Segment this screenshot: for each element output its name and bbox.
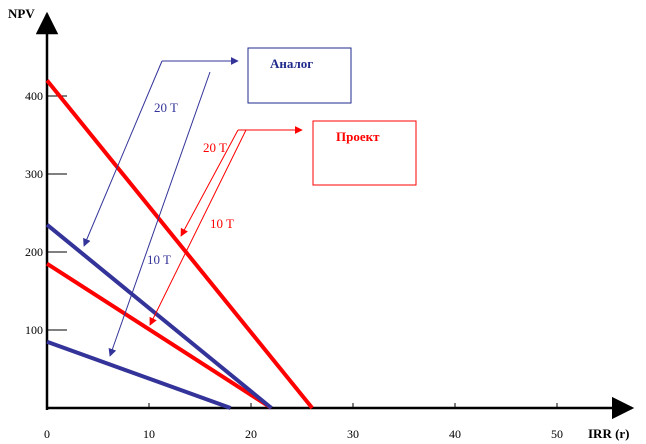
x-tick-label: 20 [245, 427, 257, 441]
y-tick-label: 200 [25, 245, 43, 259]
x-tick-label: 10 [143, 427, 155, 441]
x-axis-title: IRR (r) [588, 426, 630, 441]
annotation-project-10t: 10 T [210, 216, 234, 231]
y-tick-label: 400 [25, 89, 43, 103]
project-10t-arrow [149, 129, 247, 326]
analog-connectors [83, 57, 239, 357]
project-20t-arrow [180, 129, 239, 237]
legend-label-project: Проект [336, 129, 380, 144]
x-tick-label: 30 [347, 427, 359, 441]
y-tick-label: 100 [25, 323, 43, 337]
analog-20t-arrow [83, 60, 163, 247]
x-tick-label: 50 [551, 427, 563, 441]
legend-label-analog: Аналог [270, 56, 313, 71]
x-tick-label: 0 [44, 427, 50, 441]
series-lines [45, 79, 314, 410]
x-tick-label: 40 [449, 427, 461, 441]
y-tick-label: 300 [25, 167, 43, 181]
analog-10t-arrow [108, 71, 211, 357]
legend-box-project [312, 120, 417, 186]
series-line-1 [45, 262, 273, 410]
project-connectors [149, 126, 303, 326]
annotation-analog-20t: 20 T [154, 100, 178, 115]
annotation-analog-10t: 10 T [147, 252, 171, 267]
legend-box-analog [247, 47, 352, 104]
tick-labels: 0 10 20 30 40 50 100 200 300 400 [25, 89, 563, 441]
series-line-3 [46, 339, 232, 410]
series-line-2 [45, 223, 273, 410]
y-axis-title: NPV [8, 6, 35, 21]
annotation-project-20t: 20 T [203, 140, 227, 155]
tick-marks [47, 95, 558, 408]
series-line-0 [45, 79, 314, 410]
